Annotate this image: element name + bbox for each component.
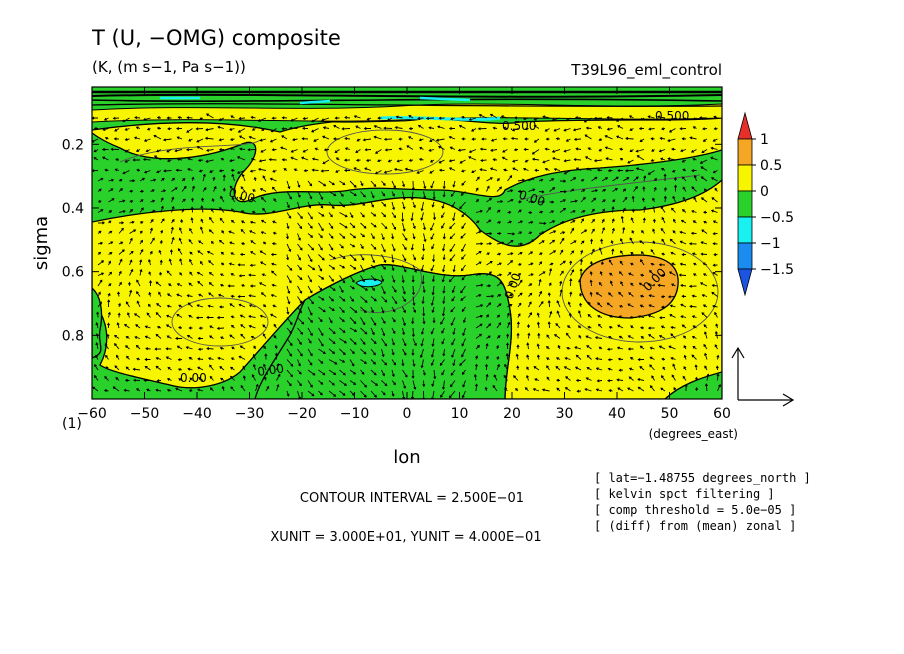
contour-label-6: 0.500 xyxy=(502,119,536,133)
y-tick-label-1: 0.4 xyxy=(62,201,84,217)
colorbar-segment-2 xyxy=(737,164,753,192)
note-2: [ kelvin spct filtering ] xyxy=(594,487,775,501)
colorbar-label-5: −1.5 xyxy=(760,262,794,278)
x-tick-label-6: 0 xyxy=(403,406,412,422)
x-tick-label-8: 20 xyxy=(503,406,521,422)
x-tick-label-0: −60 xyxy=(77,406,107,422)
x-axis-units: (degrees_east) xyxy=(649,427,738,441)
colorbar-label-1: 0.5 xyxy=(760,158,782,174)
contour-label-2: 0.00 xyxy=(180,371,207,385)
x-tick-label-11: 50 xyxy=(661,406,679,422)
note-4: [ (diff) from (mean) zonal ] xyxy=(594,519,796,533)
colorbar-segment-5 xyxy=(737,242,753,270)
colorbar-top-arrow xyxy=(737,111,753,140)
y-tick-label-3: 0.8 xyxy=(62,328,84,344)
y-axis-label: sigma xyxy=(31,216,52,270)
colorbar-segment-3 xyxy=(737,190,753,218)
chart-subtitle: (K, (m s−1, Pa s−1)) xyxy=(92,58,246,76)
x-tick-label-4: −20 xyxy=(287,406,317,422)
x-tick-label-3: −30 xyxy=(235,406,265,422)
colorbar-label-0: 1 xyxy=(760,132,769,148)
x-tick-label-1: −50 xyxy=(130,406,160,422)
y-tick-label-0: 0.2 xyxy=(62,137,84,153)
colorbar-label-4: −1 xyxy=(760,236,781,252)
note-3: [ comp threshold = 5.0e−05 ] xyxy=(594,503,796,517)
x-tick-label-5: −10 xyxy=(340,406,370,422)
chart-title: T (U, −OMG) composite xyxy=(91,26,341,50)
wind-vectors xyxy=(92,113,721,399)
corner-label: (1) xyxy=(62,416,82,432)
colorbar-segment-1 xyxy=(737,138,753,166)
vector-arrows xyxy=(92,113,721,399)
x-tick-label-12: 60 xyxy=(713,406,731,422)
x-axis: −60 −50 −40 −30 −20 −10 0 10 20 30 40 50 60 xyxy=(77,87,731,422)
field-cyan-spot xyxy=(355,278,383,288)
colorbar-bottom-arrow xyxy=(737,268,753,297)
reference-vector xyxy=(731,346,795,407)
contour-label-0: 0.00 xyxy=(227,185,256,205)
colorbar-label-2: 0 xyxy=(760,184,769,200)
note-1: [ lat=−1.48755 degrees_north ] xyxy=(594,471,811,485)
x-axis-label: lon xyxy=(393,447,420,468)
colorbar-label-3: −0.5 xyxy=(760,210,794,226)
y-axis: 0.2 0.4 0.6 0.8 xyxy=(62,137,722,344)
x-tick-label-2: −40 xyxy=(182,406,212,422)
y-tick-label-2: 0.6 xyxy=(62,265,84,281)
colorbar: 1 0.5 0 −0.5 −1 −1.5 xyxy=(737,111,794,297)
contour-interval: CONTOUR INTERVAL = 2.500E−01 xyxy=(300,491,524,506)
x-tick-label-9: 30 xyxy=(556,406,574,422)
x-tick-label-10: 40 xyxy=(608,406,626,422)
field-orange-blob xyxy=(579,254,679,319)
contour-label-3: 0.00 xyxy=(256,361,284,379)
run-label: T39L96_eml_control xyxy=(570,61,722,80)
colorbar-segment-4 xyxy=(737,216,753,244)
x-tick-label-7: 10 xyxy=(451,406,469,422)
units-line: XUNIT = 3.000E+01, YUNIT = 4.000E−01 xyxy=(270,530,541,545)
contour-label-7: 0.500 xyxy=(655,109,689,123)
